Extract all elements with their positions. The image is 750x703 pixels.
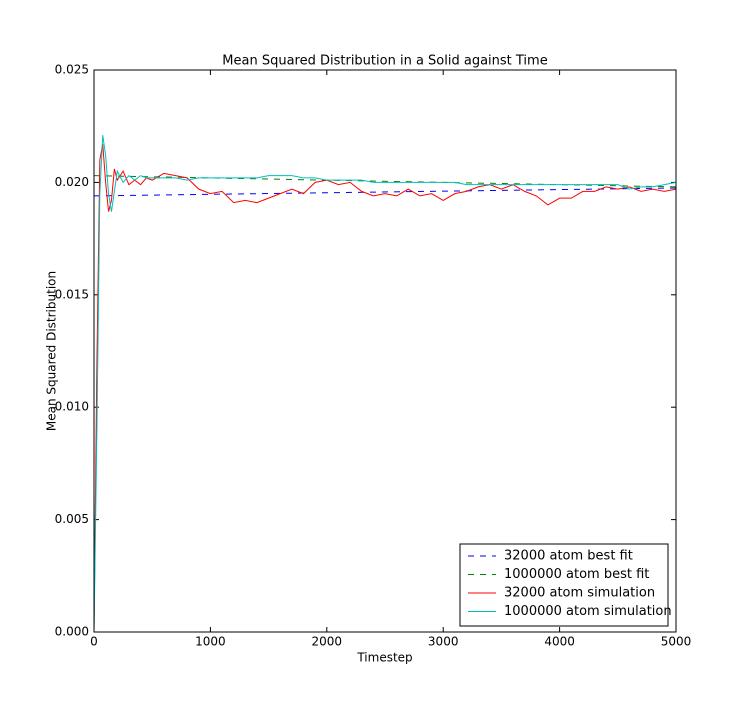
legend-label: 32000 atom simulation — [504, 586, 655, 601]
y-tick-label: 0.005 — [55, 512, 89, 526]
y-tick-label: 0.025 — [55, 63, 89, 77]
plot-frame — [93, 69, 677, 633]
x-tick-label: 1000 — [195, 635, 226, 649]
legend-label: 1000000 atom best fit — [504, 567, 649, 582]
x-axis-label: Timestep — [356, 651, 412, 665]
series-line — [93, 135, 677, 633]
series-line — [93, 175, 677, 188]
y-tick-label: 0.000 — [55, 625, 89, 639]
x-tick-label: 5000 — [661, 635, 692, 649]
y-tick-label: 0.015 — [55, 287, 89, 301]
legend-box — [459, 543, 669, 627]
legend-label: 32000 atom best fit — [504, 549, 633, 564]
series-line — [93, 187, 677, 197]
y-tick-label: 0.020 — [55, 175, 89, 189]
x-tick-label: 3000 — [428, 635, 459, 649]
x-tick-label: 4000 — [544, 635, 575, 649]
y-axis-label: Mean Squared Distribution — [45, 271, 59, 431]
x-tick-label: 0 — [90, 635, 98, 649]
chart-title: Mean Squared Distribution in a Solid aga… — [222, 54, 547, 69]
legend-label: 1000000 atom simulation — [504, 604, 672, 619]
series-line — [93, 144, 677, 633]
x-tick-label: 2000 — [312, 635, 343, 649]
y-tick-label: 0.010 — [55, 400, 89, 414]
